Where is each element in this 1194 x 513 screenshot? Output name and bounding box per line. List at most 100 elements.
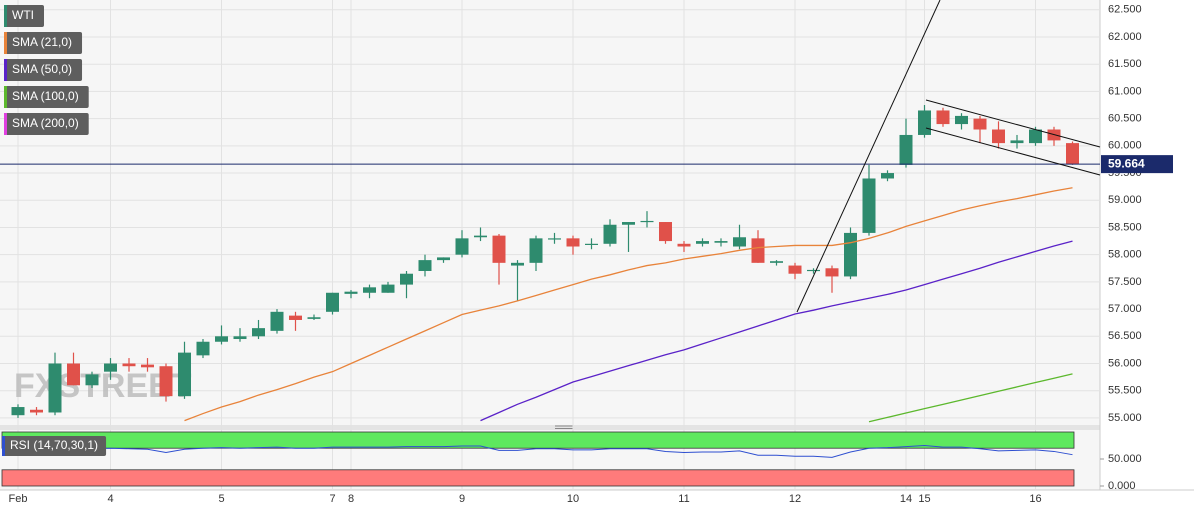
candle-body: [437, 257, 450, 261]
y-tick-label: 57.000: [1108, 303, 1142, 315]
trendlines: [796, 0, 1101, 313]
candle-body: [233, 336, 247, 340]
x-tick-label: 11: [678, 493, 689, 505]
candle-body: [640, 220, 654, 223]
candle-body: [1010, 140, 1024, 144]
x-tick-label: 4: [107, 493, 113, 505]
candle-body: [788, 265, 802, 274]
x-tick-label: Feb: [9, 493, 28, 505]
candle-body: [733, 237, 746, 247]
candle-body: [566, 238, 580, 247]
candle-body: [807, 269, 820, 272]
candle-body: [196, 341, 210, 356]
y-tick-label: 50.000: [1108, 453, 1142, 465]
candle-body: [955, 115, 968, 125]
legend-label: SMA (200,0): [12, 116, 79, 130]
y-tick-label: 57.500: [1108, 276, 1142, 288]
legend-label: SMA (50,0): [12, 62, 72, 76]
candle-body: [825, 268, 839, 277]
legend-box[interactable]: [4, 113, 89, 135]
candle-body: [677, 243, 691, 247]
candle-body: [696, 241, 709, 244]
candle-body: [252, 328, 265, 337]
candle-body: [714, 241, 728, 243]
y-tick-label: 62.500: [1108, 4, 1142, 16]
candle-body: [122, 363, 136, 367]
candle-body: [844, 232, 857, 277]
candle-body: [30, 409, 43, 413]
y-tick-label: 56.500: [1108, 330, 1142, 342]
legend-swatch: [4, 59, 7, 81]
candle-body: [270, 311, 284, 331]
legend-box[interactable]: [4, 32, 83, 54]
last-price-tag: [1101, 155, 1173, 174]
x-tick-label: 9: [459, 493, 465, 505]
candle-body: [881, 173, 894, 179]
sma-line: [480, 240, 1073, 422]
legend-swatch: [4, 32, 7, 54]
last-price-label: 59.664: [1108, 156, 1145, 170]
legend-label: WTI: [12, 8, 34, 22]
candle-body: [770, 261, 783, 263]
x-tick-label: 15: [918, 493, 930, 505]
rsi-legend-box[interactable]: [2, 436, 107, 456]
legend-swatch: [4, 113, 7, 135]
sma-line: [184, 187, 1073, 422]
legend-label: SMA (21,0): [12, 35, 72, 49]
panel-divider[interactable]: [0, 425, 1100, 430]
x-tick-label: 8: [348, 493, 354, 505]
candle-body: [603, 224, 617, 244]
candle-body: [455, 238, 469, 255]
x-tick-label: 10: [567, 493, 579, 505]
candle-body: [659, 222, 672, 242]
legend-box[interactable]: [4, 5, 44, 27]
legend-swatch: [4, 5, 7, 27]
candle-body: [67, 363, 80, 386]
candle-body: [899, 134, 913, 165]
candle-body: [85, 374, 99, 386]
legend-box[interactable]: [4, 86, 89, 108]
candle-body: [400, 273, 413, 285]
rsi-band: [1, 469, 1075, 487]
candle-body: [289, 315, 302, 320]
y-tick-label: 58.500: [1108, 221, 1142, 233]
candle-body: [11, 407, 25, 416]
y-tick-label: 58.000: [1108, 249, 1142, 261]
y-tick-label: 59.000: [1108, 194, 1142, 206]
legend-box[interactable]: [4, 59, 83, 81]
candle-body: [492, 235, 506, 263]
candle-body: [1029, 129, 1042, 144]
candle-body: [474, 235, 487, 238]
candle-body: [307, 317, 321, 319]
candle-body: [344, 291, 358, 294]
y-tick-label: 62.000: [1108, 31, 1142, 43]
candle-body: [973, 118, 987, 130]
candle-body: [1066, 143, 1079, 165]
x-tick-label: 7: [329, 493, 335, 505]
candle-body: [751, 238, 765, 263]
candle-body: [622, 222, 635, 225]
candle-body: [418, 260, 432, 271]
candle-body: [585, 243, 598, 245]
candle-body: [381, 284, 395, 293]
y-tick-label: 61.500: [1108, 58, 1142, 70]
x-tick-label: 16: [1029, 493, 1041, 505]
candle-body: [548, 238, 561, 240]
y-tick-label: 0.000: [1108, 480, 1136, 492]
y-tick-label: 55.500: [1108, 385, 1142, 397]
y-tick-label: 61.000: [1108, 85, 1142, 97]
legend-label: SMA (100,0): [12, 89, 79, 103]
x-tick-label: 12: [789, 493, 801, 505]
candle-body: [326, 292, 339, 312]
candle-body: [862, 178, 876, 233]
candle-body: [363, 287, 376, 293]
candle-body: [159, 366, 173, 397]
x-tick-label: 5: [218, 493, 224, 505]
candle-body: [178, 352, 191, 397]
candle-body: [992, 129, 1005, 144]
candle-body: [918, 110, 931, 135]
legend-swatch: [4, 86, 7, 108]
candle-body: [141, 364, 154, 368]
legend-swatch: [2, 436, 5, 456]
